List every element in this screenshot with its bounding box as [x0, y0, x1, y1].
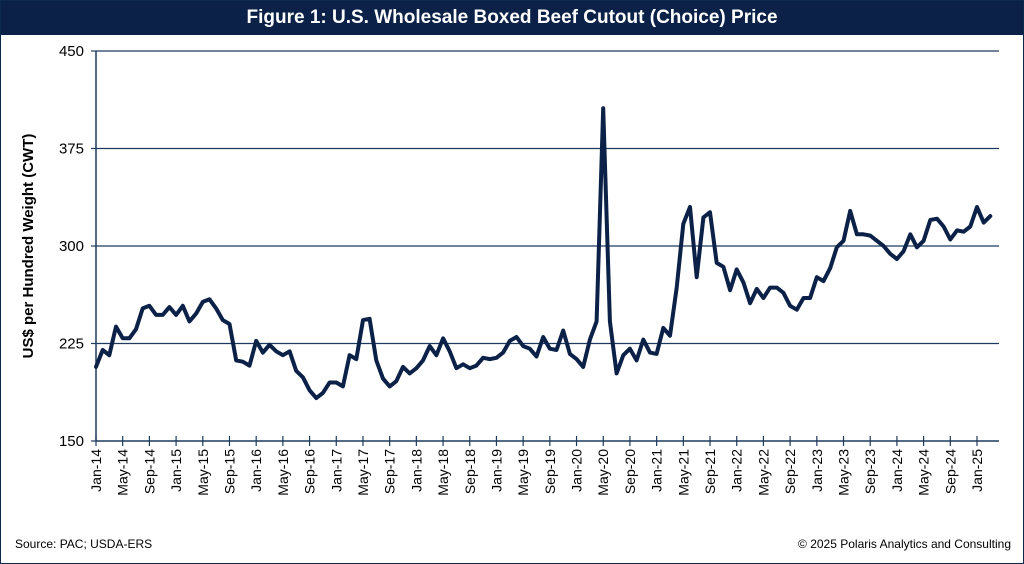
x-tick-label: Jan-23: [809, 449, 825, 492]
y-tick-label: 150: [59, 433, 84, 450]
x-tick-label: Jan-16: [248, 449, 264, 492]
source-note: Source: PAC; USDA-ERS: [15, 537, 153, 551]
x-tick-label: May-22: [755, 449, 771, 496]
x-tick-label: May-19: [515, 449, 531, 496]
x-tick-label: Jan-24: [889, 449, 905, 492]
x-tick-label: May-20: [595, 449, 611, 496]
x-tick-label: Sep-17: [382, 449, 398, 494]
x-tick-label: Sep-21: [702, 449, 718, 494]
x-tick-label: May-14: [115, 449, 131, 496]
x-tick-label: May-15: [195, 449, 211, 496]
series-line: [94, 106, 993, 401]
x-tick-label: Sep-22: [782, 449, 798, 494]
x-axis-ticks: Jan-14 May-14 Sep-14 Jan-15 May-15 Sep-15 Jan-…: [88, 436, 985, 496]
y-tick-label: 375: [59, 141, 84, 158]
x-tick-label: May-16: [275, 449, 291, 496]
chart-title: Figure 1: U.S. Wholesale Boxed Beef Cuto…: [1, 1, 1023, 35]
x-tick-label: Jan-18: [408, 449, 424, 492]
gridlines: [96, 50, 999, 345]
copyright-note: © 2025 Polaris Analytics and Consulting: [798, 537, 1011, 551]
x-tick-label: May-24: [916, 449, 932, 496]
x-tick-label: Jan-15: [168, 449, 184, 492]
x-tick-label: Jan-17: [328, 449, 344, 492]
x-tick-label: Sep-16: [302, 449, 318, 494]
y-axis-ticks: 150 225 300 375 450: [59, 43, 96, 450]
x-tick-label: May-18: [435, 449, 451, 496]
y-tick-label: 225: [59, 336, 84, 353]
x-tick-label: Sep-23: [862, 449, 878, 494]
x-tick-label: Sep-24: [942, 449, 958, 494]
x-tick-label: May-21: [675, 449, 691, 496]
x-tick-label: Jan-20: [569, 449, 585, 492]
x-tick-label: Sep-19: [542, 449, 558, 494]
x-tick-label: Jan-19: [488, 449, 504, 492]
x-tick-label: Jan-21: [649, 449, 665, 492]
x-tick-label: Jan-14: [88, 449, 104, 492]
x-tick-label: Sep-15: [221, 449, 237, 494]
y-tick-label: 300: [59, 238, 84, 255]
x-tick-label: Sep-20: [622, 449, 638, 494]
x-tick-label: Sep-18: [462, 449, 478, 494]
x-tick-label: Sep-14: [141, 449, 157, 494]
x-tick-label: May-23: [836, 449, 852, 496]
x-tick-label: Jan-22: [729, 449, 745, 492]
y-tick-label: 450: [59, 43, 84, 60]
series-group: [94, 106, 993, 401]
x-tick-label: May-17: [355, 449, 371, 496]
y-axis-label: US$ per Hundred Weight (CWT): [20, 134, 37, 359]
x-tick-label: Jan-25: [969, 449, 985, 492]
